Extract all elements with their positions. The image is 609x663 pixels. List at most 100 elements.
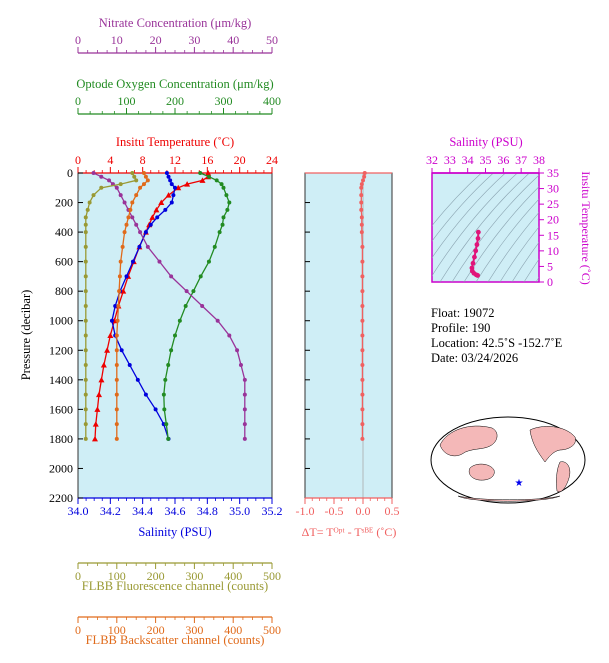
oxygen-point: [219, 182, 224, 187]
fluorescence-axis-title: FLBB Fluorescence channel (counts): [82, 579, 268, 593]
fluorescence-point: [132, 174, 137, 179]
delta-point: [359, 200, 364, 205]
oxygen-point: [221, 185, 226, 190]
salinity-point: [109, 318, 114, 323]
nitrate-point: [91, 171, 96, 175]
fluorescence-point: [83, 422, 88, 427]
map-south-america: [556, 461, 571, 492]
ts-salinity-axis-title: Salinity (PSU): [449, 135, 522, 149]
world-map: ★: [430, 416, 586, 504]
map-antarctica: [457, 495, 561, 502]
oxygen-point: [221, 215, 226, 220]
backscatter-point: [126, 215, 131, 220]
ts-density-contours: [432, 173, 539, 282]
delta-axis-tick-label: 0.5: [385, 504, 400, 518]
ts-point: [475, 273, 481, 278]
oxygen-point: [183, 303, 188, 308]
delta-point: [360, 363, 365, 368]
ts-salinity-tick-label: 35: [480, 153, 492, 167]
nitrate-axis-tick-label: 0: [75, 33, 81, 47]
fluorescence-point: [83, 407, 88, 412]
delta-point: [360, 422, 365, 427]
backscatter-point: [130, 200, 135, 205]
fluorescence-point: [83, 436, 88, 441]
pressure-tick-label: 2200: [49, 491, 73, 505]
salinity-axis-tick-label: 35.2: [262, 504, 283, 518]
ts-point: [475, 229, 481, 235]
salinity-point: [119, 348, 124, 353]
fluorescence-axis-tick-label: 400: [224, 569, 242, 583]
nitrate-axis-tick-label: 20: [150, 33, 162, 47]
temperature-point: [104, 347, 111, 353]
backscatter-axis-title: FLBB Backscatter channel (counts): [86, 633, 265, 647]
fluorescence-point: [83, 244, 88, 249]
ts-salinity-tick-label: 36: [497, 153, 509, 167]
delta-point: [359, 230, 364, 235]
delta-point: [360, 377, 365, 382]
delta-plot-area: [304, 172, 393, 499]
ts-point: [473, 248, 479, 254]
salinity-point: [169, 200, 174, 205]
temperature-point: [96, 391, 103, 398]
ts-temperature-tick-label: 0: [547, 275, 553, 289]
delta-point: [362, 174, 367, 179]
salinity-point: [135, 377, 140, 382]
oxygen-axis-tick-label: 100: [118, 94, 136, 108]
ts-isopycnal-line: [432, 173, 494, 242]
oxygen-point: [163, 377, 168, 382]
delta-point: [360, 259, 365, 264]
salinity-point: [173, 185, 177, 190]
fluorescence-point: [118, 182, 123, 187]
temperature-point: [205, 170, 212, 176]
fluorescence-point: [83, 363, 88, 368]
backscatter-point: [114, 377, 119, 382]
backscatter-point: [116, 303, 121, 308]
temperature-axis-title: Insitu Temperature (˚C): [116, 135, 234, 149]
nitrate-axis-tick-label: 30: [188, 33, 200, 47]
salinity-point: [127, 363, 132, 368]
fluorescence-point: [83, 392, 88, 397]
salinity-point: [143, 230, 148, 235]
fluorescence-axis-tick-label: 300: [185, 569, 203, 583]
temperature-point: [94, 406, 101, 412]
ts-point: [474, 242, 480, 248]
backscatter-point: [114, 436, 119, 441]
temperature-axis-tick-label: 16: [201, 153, 213, 167]
fluorescence-axis-tick-label: 500: [263, 569, 281, 583]
nitrate-axis-tick-label: 10: [111, 33, 123, 47]
oxygen-point: [224, 193, 229, 198]
oxygen-point: [198, 171, 203, 175]
pressure-tick-label: 2000: [49, 461, 73, 475]
pressure-tick-label: 1800: [49, 432, 73, 446]
oxygen-point: [206, 174, 211, 179]
oxygen-point: [220, 222, 225, 227]
fluorescence-point: [83, 318, 88, 323]
salinity-axis-tick-label: 34.8: [197, 504, 218, 518]
pressure-tick-label: 1200: [49, 343, 73, 357]
temperature-point: [91, 435, 98, 442]
backscatter-axis-tick-label: 300: [185, 623, 203, 637]
backscatter-axis-tick-label: 400: [224, 623, 242, 637]
fluorescence-point: [83, 259, 88, 264]
oxygen-point: [166, 363, 171, 368]
nitrate-axis-tick-label: 40: [227, 33, 239, 47]
nitrate-point: [134, 222, 139, 227]
ts-isopycnal-line: [499, 226, 539, 282]
profile-date: Date: 03/24/2026: [431, 351, 518, 365]
backscatter-point: [114, 422, 119, 427]
oxygen-point: [177, 318, 182, 323]
oxygen-axis-tick-label: 400: [263, 94, 281, 108]
fluorescence-axis-tick-label: 0: [75, 569, 81, 583]
oxygen-point: [225, 207, 230, 212]
temperature-axis: 0 4 8 12 16 20 24: [75, 153, 278, 174]
salinity-point: [113, 303, 118, 308]
ts-temperature-tick-label: 30: [547, 182, 559, 196]
nitrate-axis: 0 10 20 30 40 50: [75, 33, 278, 54]
salinity-axis-tick-label: 34.0: [68, 504, 89, 518]
delta-point: [359, 185, 364, 190]
salinity-point: [143, 392, 148, 397]
oxygen-axis-title: Optode Oxygen Concentration (μm/kg): [76, 77, 273, 91]
temperature-point: [165, 192, 172, 198]
nitrate-point: [227, 333, 232, 338]
fluorescence-axis-tick-label: 200: [147, 569, 165, 583]
